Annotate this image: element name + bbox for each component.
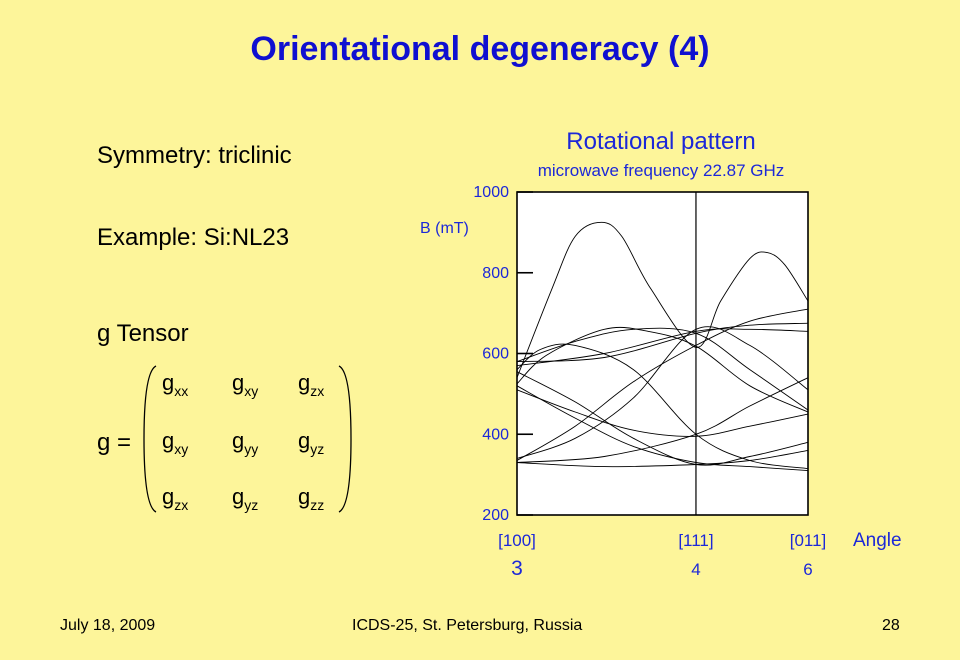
resonance-line-11	[516, 371, 809, 466]
resonance-line-2	[516, 326, 809, 413]
footer-page-number: 28	[882, 617, 900, 634]
matrix-cell-g-yz: gyz	[232, 484, 259, 513]
matrix-cell-g-yy: gyy	[232, 428, 259, 457]
matrix-cell-subscript: yz	[244, 497, 259, 513]
slide-title: Orientational degeneracy (4)	[250, 30, 710, 68]
matrix-cell-subscript: yz	[310, 441, 325, 457]
matrix-cell-g-zx: gzx	[298, 370, 325, 399]
resonance-line-10	[516, 389, 809, 437]
matrix-right-paren	[338, 365, 352, 513]
resonance-line-9	[516, 385, 809, 472]
matrix-cell-subscript: zz	[310, 497, 325, 513]
chart-title: Rotational pattern	[566, 128, 756, 155]
resonance-line-13	[516, 327, 809, 411]
resonance-line-7	[516, 322, 809, 363]
y-tick-label-1000: 1000	[473, 184, 509, 201]
footer-date: July 18, 2009	[60, 617, 156, 634]
degeneracy-count-1: 3	[511, 557, 523, 580]
degeneracy-count-2: 4	[691, 560, 700, 579]
matrix-cell-subscript: zx	[310, 383, 325, 399]
y-tick-label-600: 600	[482, 346, 509, 363]
x-axis-label: Angle	[853, 530, 902, 551]
matrix-cell-base: g	[232, 370, 245, 395]
plot-area-frame	[516, 191, 809, 516]
matrix-cell-g-zz: gzz	[298, 484, 325, 513]
x-tick-label-2: [111]	[678, 531, 713, 550]
chart-subtitle: microwave frequency 22.87 GHz	[537, 161, 785, 180]
x-tick-label-3: [011]	[790, 531, 827, 550]
matrix-cell-base: g	[162, 484, 175, 509]
resonance-line-1	[516, 221, 809, 378]
example-label: Example: Si:NL23	[97, 224, 290, 251]
x-tick-label-1: [100]	[498, 531, 536, 550]
matrix-cell-subscript: yy	[244, 441, 259, 457]
matrix-cell-g-yz: gyz	[298, 428, 325, 457]
resonance-line-12	[516, 449, 809, 468]
y-tick-label-400: 400	[482, 426, 509, 443]
degeneracy-count-3: 6	[803, 560, 812, 579]
y-axis-label: B (mT)	[420, 220, 469, 237]
matrix-cell-base: g	[162, 370, 175, 395]
y-tick-label-800: 800	[482, 265, 509, 282]
matrix-cell-base: g	[162, 428, 175, 453]
matrix-cell-g-xy: gxy	[162, 428, 189, 457]
resonance-line-6	[516, 308, 809, 461]
resonance-line-5	[516, 377, 809, 463]
footer-conference: ICDS-25, St. Petersburg, Russia	[352, 617, 583, 634]
matrix-cell-base: g	[298, 370, 311, 395]
g-equals-label: g =	[97, 429, 132, 456]
matrix-cell-subscript: xx	[174, 383, 189, 399]
matrix-cell-base: g	[232, 484, 245, 509]
matrix-left-paren	[143, 365, 157, 513]
matrix-cell-base: g	[298, 484, 311, 509]
resonance-line-4	[516, 326, 809, 459]
matrix-cell-g-zx: gzx	[162, 484, 189, 513]
y-tick-label-200: 200	[482, 507, 509, 524]
matrix-cell-subscript: xy	[244, 383, 259, 399]
g-tensor-label: g Tensor	[97, 320, 189, 347]
matrix-cell-base: g	[232, 428, 245, 453]
symmetry-label: Symmetry: triclinic	[97, 142, 292, 169]
matrix-cell-subscript: zx	[174, 497, 189, 513]
matrix-cell-subscript: xy	[174, 441, 189, 457]
matrix-cell-g-xy: gxy	[232, 370, 259, 399]
matrix-cell-g-xx: gxx	[162, 370, 189, 399]
matrix-cell-base: g	[298, 428, 311, 453]
g-matrix: gxx gxy gzx gxy gyy gyz gzx gyz gzz	[140, 362, 355, 517]
resonance-line-8	[516, 328, 809, 367]
